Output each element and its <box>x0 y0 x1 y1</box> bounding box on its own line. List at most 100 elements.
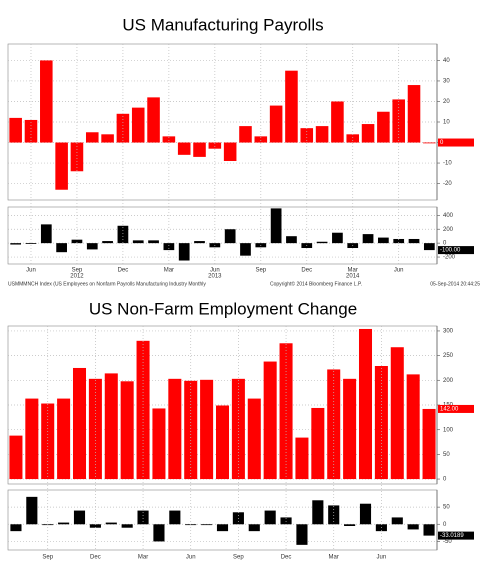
bar <box>101 134 114 143</box>
footnote: USMMMNCH Index (US Employees on Nonfarm … <box>8 281 206 287</box>
bar <box>377 111 390 143</box>
y-tick-label: 200 <box>443 378 454 384</box>
bar <box>362 234 374 244</box>
bar <box>72 367 87 480</box>
y-tick-label: 50 <box>443 505 450 511</box>
bar <box>316 241 328 244</box>
bar <box>168 378 182 480</box>
bar <box>215 405 230 480</box>
y-tick-label: 50 <box>443 452 450 458</box>
bar <box>378 237 389 244</box>
bar <box>194 241 205 244</box>
bar <box>208 142 222 149</box>
bar <box>315 126 329 143</box>
bar <box>85 132 99 143</box>
bar <box>56 243 67 253</box>
bar <box>269 105 283 143</box>
y-tick-label: -50 <box>443 539 452 545</box>
bar <box>358 328 373 480</box>
bar <box>407 524 419 530</box>
bar <box>153 524 165 542</box>
bar <box>407 85 421 143</box>
x-year-label: 2012 <box>70 274 84 280</box>
bar <box>25 243 37 244</box>
x-tick-label: Mar <box>138 555 148 561</box>
bar <box>346 134 360 143</box>
bar <box>390 347 404 480</box>
bar <box>359 503 372 525</box>
last-value-box <box>438 531 474 540</box>
bar <box>300 128 314 143</box>
bar <box>70 142 84 172</box>
bar <box>332 232 343 244</box>
bar <box>163 243 175 251</box>
bar <box>328 505 340 525</box>
panel-frame <box>7 489 438 551</box>
x-tick-label: Sep <box>233 555 244 561</box>
x-year-label: 2014 <box>346 274 360 280</box>
bar <box>423 142 436 144</box>
bar <box>408 238 420 244</box>
bar <box>280 517 292 525</box>
bar <box>184 380 198 480</box>
bar <box>201 524 213 526</box>
bar <box>117 225 129 244</box>
bar <box>331 101 344 143</box>
last-value-label: -100.00 <box>440 248 461 254</box>
bar <box>279 343 293 480</box>
bar <box>152 408 166 480</box>
x-tick-label: Dec <box>281 555 292 561</box>
bar <box>422 408 436 480</box>
bar <box>327 369 341 480</box>
bar <box>343 378 357 480</box>
bar <box>177 142 191 155</box>
bar <box>286 236 297 244</box>
bar <box>393 238 405 244</box>
y-tick-label: -20 <box>443 181 452 187</box>
bar <box>178 243 190 261</box>
bar <box>132 240 144 244</box>
bar <box>247 398 261 480</box>
x-tick-label: Mar <box>329 555 339 561</box>
bar <box>71 239 83 244</box>
y-tick-label: 400 <box>443 213 454 219</box>
last-value-label: 142.00 <box>440 407 459 413</box>
bar <box>263 361 277 480</box>
y-tick-label: 0 <box>443 241 447 247</box>
bar <box>131 107 145 143</box>
bar <box>55 142 68 190</box>
bar <box>406 374 420 480</box>
bar <box>312 500 324 525</box>
bar <box>392 99 405 143</box>
x-year-label: 2013 <box>208 274 222 280</box>
bar <box>104 373 118 480</box>
chart-title: US Manufacturing Payrolls <box>122 15 323 34</box>
x-tick-label: Sep <box>255 268 266 274</box>
panel-frame <box>7 43 438 201</box>
x-tick-label: Mar <box>164 268 174 274</box>
bar <box>311 407 325 480</box>
bar <box>89 524 101 528</box>
bar <box>26 496 38 525</box>
bar <box>240 243 251 256</box>
bar <box>200 379 214 480</box>
bar <box>147 97 160 143</box>
x-tick-label: Jun <box>394 268 404 274</box>
y-tick-label: 200 <box>443 227 454 233</box>
bar <box>102 241 113 244</box>
y-tick-label: 40 <box>443 58 450 64</box>
bar <box>223 142 237 161</box>
bar <box>137 510 149 525</box>
bar <box>239 126 252 143</box>
footnote: Copyright© 2014 Bloomberg Finance L.P. <box>270 280 362 287</box>
bar <box>25 398 39 480</box>
x-tick-label: Jun <box>210 268 220 274</box>
bar <box>224 229 236 244</box>
bar <box>344 524 356 526</box>
last-value-box <box>438 404 474 413</box>
last-value-label: -33.0189 <box>440 533 464 539</box>
bar <box>10 243 22 245</box>
x-tick-label: Sep <box>72 268 83 274</box>
bar <box>58 522 70 525</box>
